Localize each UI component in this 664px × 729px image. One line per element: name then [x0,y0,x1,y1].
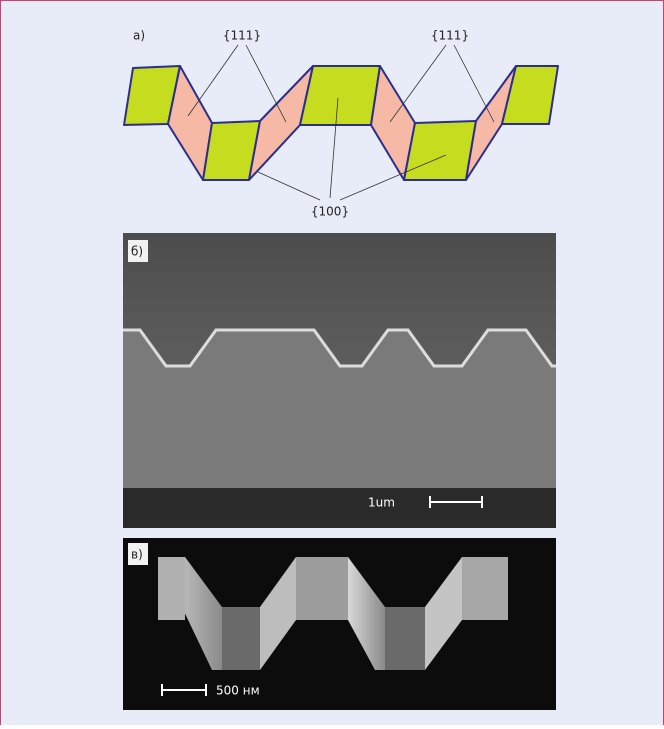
panel-b-image [123,233,556,528]
annotation: {111} [223,29,261,43]
scale-bar-label: 1um [368,496,395,510]
panel-label: б) [131,245,143,259]
panel-label: в) [131,548,143,562]
annotation: {111} [431,29,469,43]
panel-c-image [123,538,556,710]
panel-label: а) [133,29,145,43]
figure: а) {111} {111} {100} б) 1um в) 500 нм [0,0,664,725]
scale-bar-label: 500 нм [216,684,260,698]
annotation: {100} [311,205,349,219]
